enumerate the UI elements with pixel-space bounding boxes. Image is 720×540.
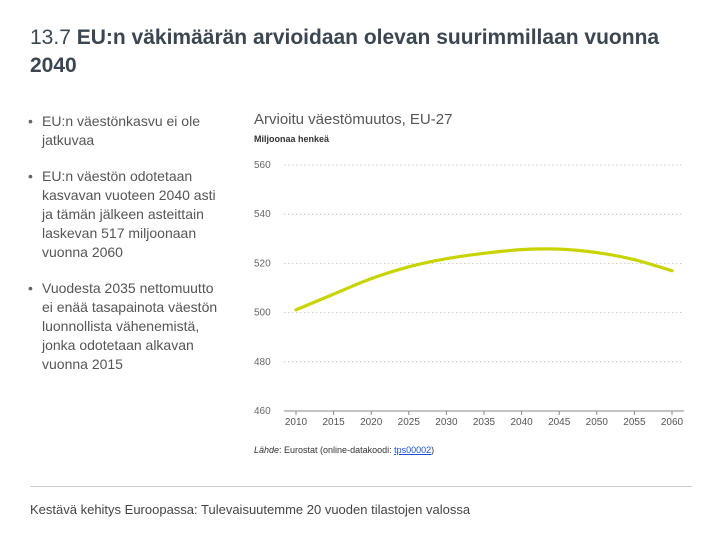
x-tick-label: 2055 bbox=[623, 417, 646, 428]
y-tick-label: 500 bbox=[254, 308, 271, 319]
bullet-item: Vuodesta 2035 nettomuutto ei enää tasapa… bbox=[28, 279, 228, 374]
x-tick-label: 2020 bbox=[360, 417, 383, 428]
x-tick-label: 2060 bbox=[661, 417, 684, 428]
source-link[interactable]: tps00002 bbox=[394, 445, 432, 455]
title-number: 13.7 bbox=[30, 26, 77, 49]
bullet-item: EU:n väestönkasvu ei ole jatkuvaa bbox=[28, 112, 228, 150]
source-text: : Eurostat (online-datakoodi: bbox=[279, 445, 395, 455]
x-tick-label: 2050 bbox=[586, 417, 609, 428]
x-tick-label: 2035 bbox=[473, 417, 496, 428]
population-chart: Miljoonaa henkeä 460 480 500 520 540 560 2010 2… bbox=[254, 134, 684, 428]
x-tick-label: 2045 bbox=[548, 417, 571, 428]
bullet-list: EU:n väestönkasvu ei ole jatkuvaa EU:n v… bbox=[28, 112, 228, 391]
x-tick-label: 2015 bbox=[322, 417, 345, 428]
x-tick-label: 2025 bbox=[398, 417, 421, 428]
bullet-item: EU:n väestön odotetaan kasvavan vuoteen … bbox=[28, 167, 228, 262]
source-note: Lähde: Eurostat (online-datakoodi: tps00… bbox=[254, 445, 434, 455]
y-axis-label: Miljoonaa henkeä bbox=[254, 134, 330, 144]
x-tick-label: 2040 bbox=[510, 417, 533, 428]
y-tick-label: 520 bbox=[254, 258, 271, 269]
source-label: Lähde bbox=[254, 445, 280, 455]
source-close: ) bbox=[431, 445, 435, 455]
y-tick-label: 480 bbox=[254, 357, 271, 368]
y-tick-label: 460 bbox=[254, 406, 271, 417]
x-tick-label: 2010 bbox=[285, 417, 308, 428]
footer-divider bbox=[30, 486, 692, 487]
title-text: EU:n väkimäärän arvioidaan olevan suurim… bbox=[30, 26, 660, 77]
y-tick-label: 540 bbox=[254, 209, 271, 220]
series-line bbox=[294, 247, 674, 312]
x-tick-label: 2030 bbox=[435, 417, 458, 428]
footer-text: Kestävä kehitys Euroopassa: Tulevaisuute… bbox=[30, 502, 471, 517]
y-tick-label: 560 bbox=[254, 160, 271, 171]
chart-title: Arvioitu väestömuutos, EU-27 bbox=[254, 111, 453, 128]
slide-title: 13.7 EU:n väkimäärän arvioidaan olevan s… bbox=[30, 24, 690, 80]
